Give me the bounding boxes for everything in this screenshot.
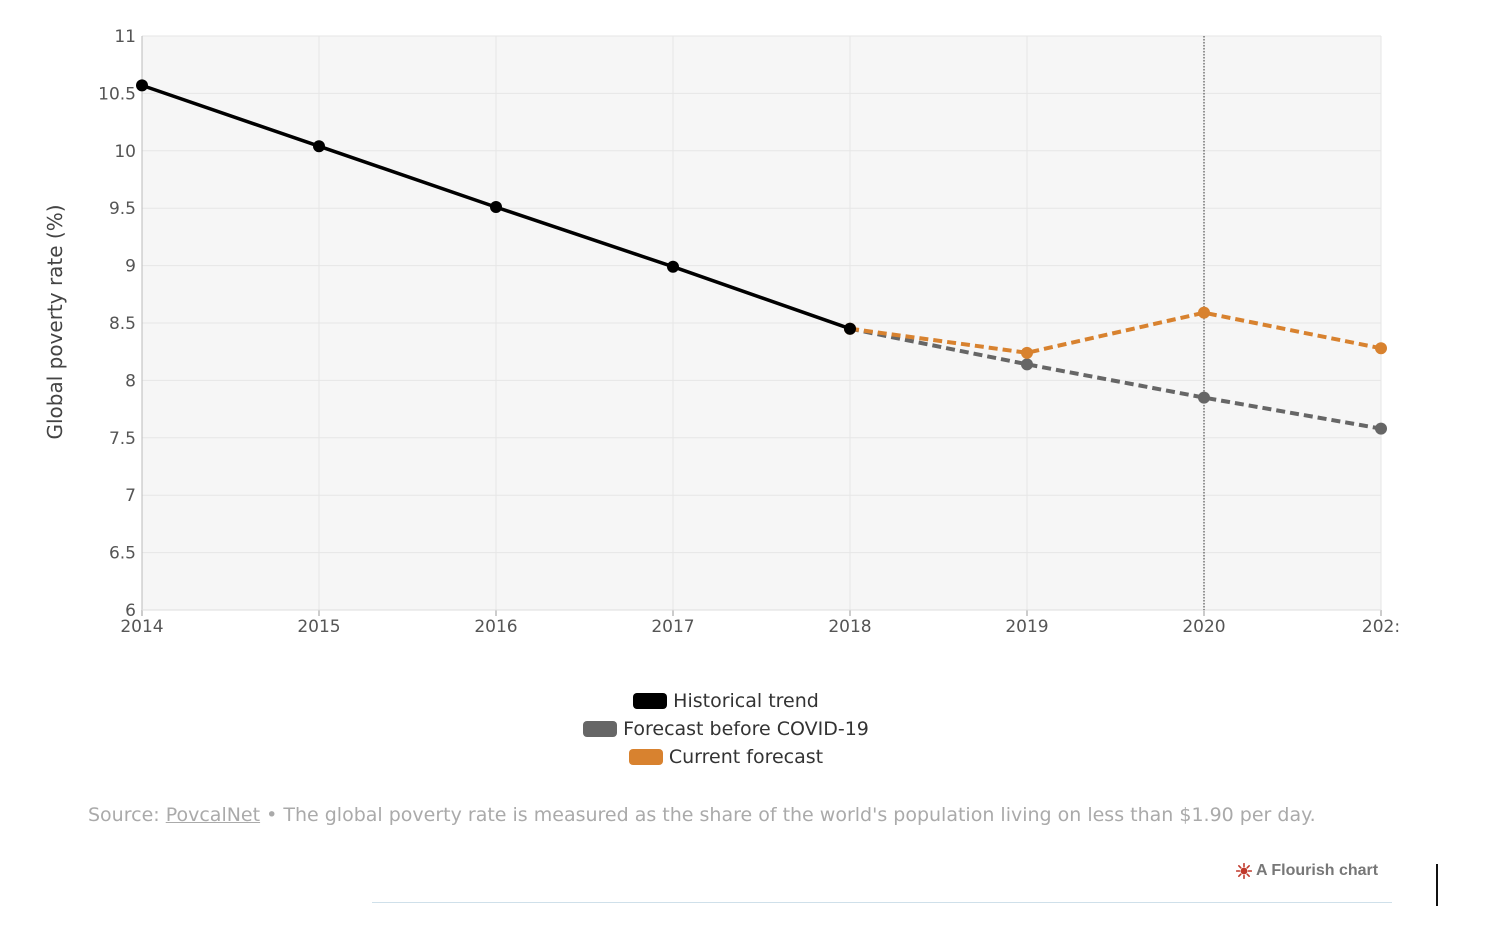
y-tick-label: 10 [114,142,136,162]
legend: Historical trend Forecast before COVID-1… [0,690,1452,768]
x-tick-label: 2015 [297,617,340,637]
y-tick-label: 8.5 [109,314,136,334]
axes [141,36,1382,616]
flourish-logo-icon [1236,863,1252,879]
data-point[interactable] [490,201,502,214]
flourish-ray [1238,873,1242,877]
flourish-ray [1246,865,1250,869]
grid-lines [141,35,1382,611]
tick-labels: 6 6.5 7 7.5 8 8.5 9 9.5 10 10.5 11 2014 2015 2016 2017… [98,27,1400,637]
series-line [849,326,1382,431]
x-tick-label: 2014 [120,617,163,637]
legend-swatch-historical [633,693,668,709]
data-point[interactable] [136,79,148,92]
data-point[interactable] [313,140,325,153]
y-tick-label: 6.5 [109,544,136,564]
source-description: • The global poverty rate is measured as… [260,804,1316,826]
y-tick-label: 7 [125,486,136,506]
y-tick-label: 10.5 [98,84,136,104]
data-point[interactable] [1021,346,1033,359]
y-tick-label: 9.5 [109,199,136,219]
x-tick-label: 2018 [828,617,871,637]
y-tick-label: 7.5 [109,429,136,449]
data-point[interactable] [1198,306,1210,319]
x-tick-label: 2019 [1005,617,1048,637]
series-line [849,310,1382,355]
bottom-divider [372,902,1392,903]
legend-swatch-forecast-before-covid [583,721,618,737]
y-tick-label: 9 [125,257,136,277]
data-point[interactable] [667,260,679,273]
y-tick-label: 6 [125,601,136,621]
series-layer [136,79,1387,435]
legend-swatch-current-forecast [628,749,663,765]
x-tick-label: 2020 [1182,617,1225,637]
legend-item-forecast-before-covid[interactable]: Forecast before COVID-19 [583,718,869,740]
series-0 [136,79,856,335]
y-tick-label: 11 [114,27,136,47]
data-point[interactable] [1198,391,1210,404]
x-tick-label: 202: [1362,617,1400,637]
flourish-credit[interactable]: A Flourish chart [1236,862,1378,880]
flourish-ray [1238,865,1242,869]
legend-label-forecast-before-covid: Forecast before COVID-19 [623,718,869,740]
flourish-label: A Flourish chart [1256,862,1379,879]
source-link[interactable]: PovcalNet [165,804,261,826]
text-cursor [1436,864,1438,906]
data-point[interactable] [844,322,856,335]
legend-item-current-forecast[interactable]: Current forecast [628,746,824,768]
x-tick-label: 2017 [651,617,694,637]
source-note: Source: PovcalNet • The global poverty r… [88,804,1316,826]
line-chart: 6 6.5 7 7.5 8 8.5 9 9.5 10 10.5 11 2014 2015 2016 2017… [43,27,1400,637]
legend-label-current-forecast: Current forecast [668,746,824,768]
y-tick-label: 8 [125,371,136,391]
x-tick-label: 2016 [474,617,517,637]
source-prefix: Source: [88,804,166,826]
data-point[interactable] [1021,358,1033,371]
flourish-ray [1246,873,1250,877]
legend-item-historical[interactable]: Historical trend [633,690,819,712]
legend-label-historical: Historical trend [673,690,819,712]
data-point[interactable] [1375,422,1387,435]
y-axis-title: Global poverty rate (%) [43,204,67,439]
data-point[interactable] [1375,342,1387,355]
